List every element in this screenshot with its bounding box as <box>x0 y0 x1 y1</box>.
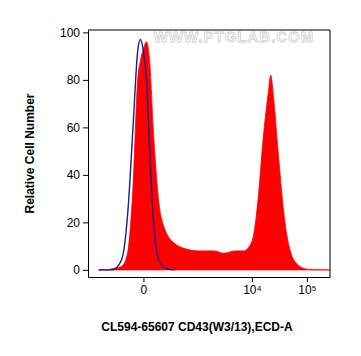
x-tick-mark <box>307 277 308 282</box>
x-tick-mark <box>252 277 253 282</box>
watermark: WWW.PTGLAB.COM <box>154 28 315 45</box>
y-tick-label: 100 <box>60 26 80 40</box>
y-tick: 0 <box>73 263 88 277</box>
x-tick-label: 10⁴ <box>243 283 262 297</box>
y-tick: 60 <box>67 121 88 135</box>
x-tick: 10⁵ <box>298 277 316 297</box>
x-tick-label: 10⁵ <box>298 283 316 297</box>
y-tick-mark <box>83 222 88 223</box>
y-tick-label: 80 <box>67 73 81 87</box>
y-tick: 40 <box>67 168 88 182</box>
x-axis-title: CL594-65607 CD43(W3/13),ECD-A <box>101 320 293 334</box>
chart: WWW.PTGLAB.COM 0 10⁴ 10⁵ 0 20 40 60 80 100 CL594-6… <box>0 0 361 356</box>
y-tick-mark <box>83 127 88 128</box>
x-tick: 0 <box>141 277 148 297</box>
plot-marks <box>99 40 330 270</box>
axis-line <box>89 277 331 278</box>
axis-line <box>88 31 89 278</box>
histogram-line <box>99 40 175 270</box>
y-tick-mark <box>83 175 88 176</box>
y-tick: 80 <box>67 73 88 87</box>
y-tick-label: 0 <box>73 263 80 277</box>
y-axis-title: Relative Cell Number <box>23 93 37 213</box>
y-tick-mark <box>83 270 88 271</box>
y-tick-label: 40 <box>67 168 81 182</box>
plot-frame <box>88 30 330 31</box>
histogram-area <box>99 42 330 270</box>
y-tick-mark <box>83 32 88 33</box>
x-tick: 10⁴ <box>243 277 262 297</box>
y-tick-mark <box>83 80 88 81</box>
y-axis: 0 20 40 60 80 100 <box>60 26 89 278</box>
x-axis: 0 10⁴ 10⁵ <box>89 277 331 297</box>
x-tick-mark <box>143 277 144 282</box>
y-tick: 100 <box>60 26 88 40</box>
x-tick-label: 0 <box>141 283 148 297</box>
y-tick-label: 20 <box>67 216 81 230</box>
y-tick-label: 60 <box>67 121 81 135</box>
y-tick: 20 <box>67 216 88 230</box>
plot-frame <box>330 30 331 277</box>
